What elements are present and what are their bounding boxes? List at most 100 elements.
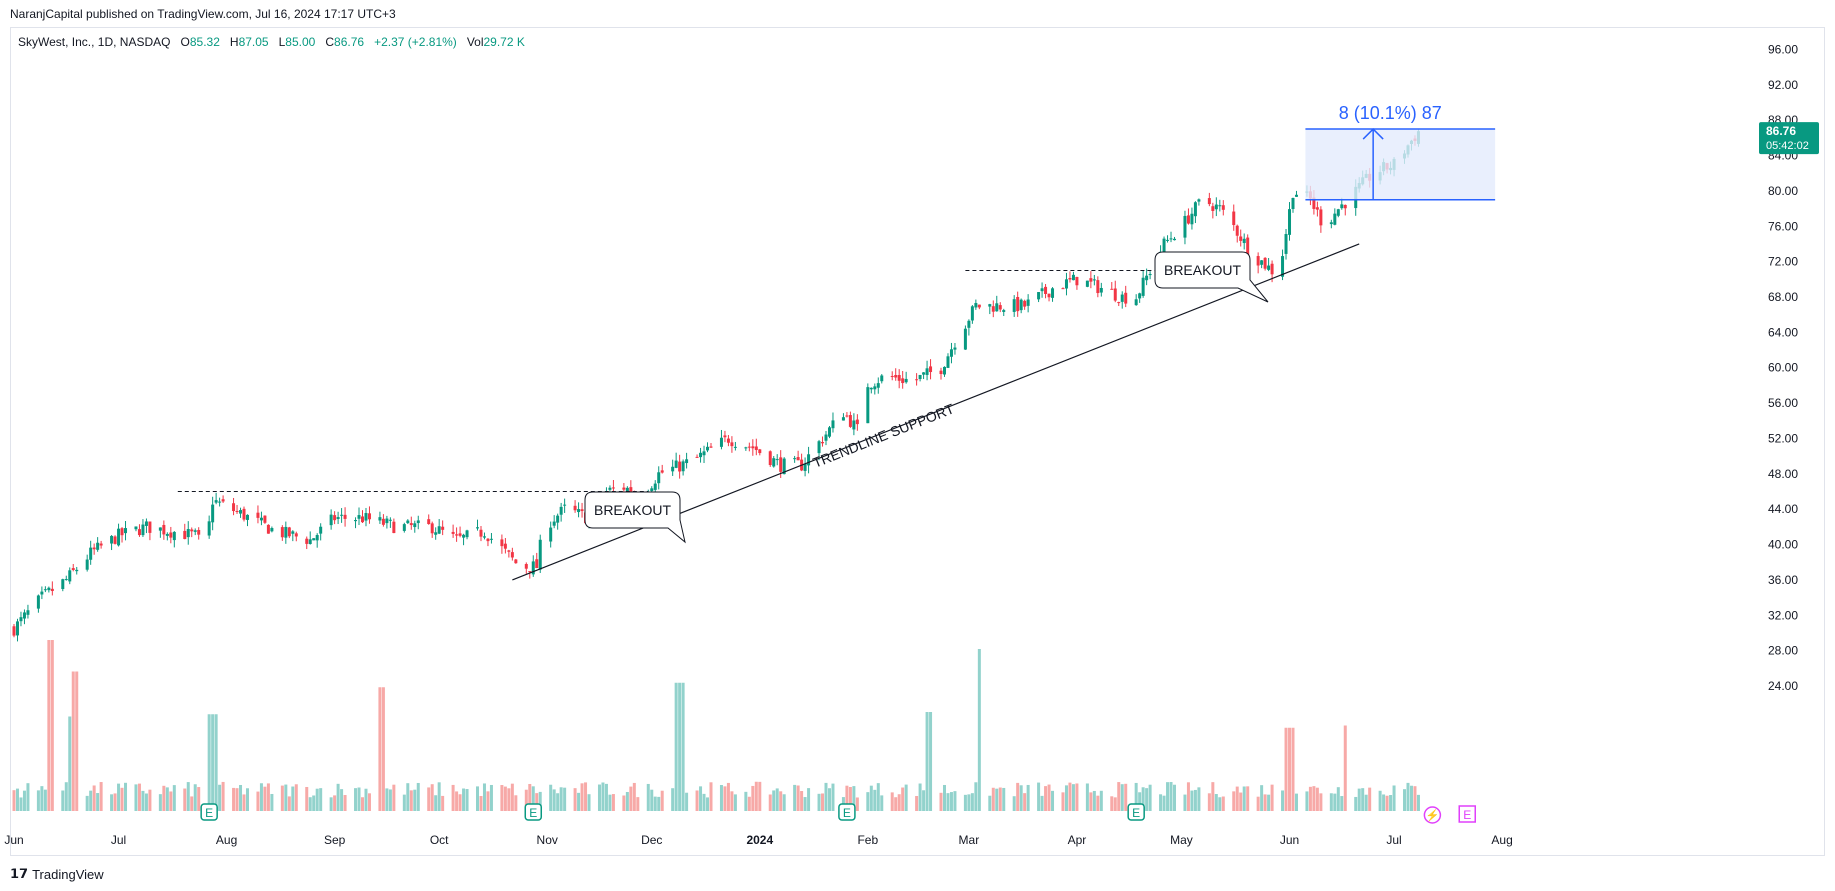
- volume-bar: [632, 782, 636, 811]
- volume-bar: [500, 785, 504, 811]
- volume-bar: [503, 786, 507, 811]
- volume-bar: [751, 785, 755, 811]
- volume-bar: [685, 792, 689, 811]
- volume-bar: [1288, 727, 1292, 811]
- tradingview-logo-icon[interactable]: 𝟭𝟳: [10, 866, 29, 881]
- candle-body: [625, 487, 629, 492]
- candle-body: [528, 571, 532, 573]
- volume-bar: [486, 791, 490, 811]
- candle-body: [36, 595, 40, 609]
- x-tick-label: Aug: [216, 833, 237, 847]
- chart-frame[interactable]: [10, 27, 1825, 856]
- candle-body: [294, 533, 298, 537]
- candle-body: [995, 303, 999, 312]
- candle-body: [775, 459, 779, 461]
- volume-bar: [1312, 786, 1316, 811]
- candle-body: [75, 569, 79, 572]
- candle-body: [1040, 288, 1044, 292]
- candle-body: [1120, 294, 1124, 302]
- candle-body: [772, 458, 776, 467]
- y-tick-label: 44.00: [1768, 502, 1798, 516]
- x-tick-label: Nov: [537, 833, 558, 847]
- volume-bar: [977, 649, 981, 811]
- candle-body: [1023, 300, 1027, 307]
- candle-body: [207, 521, 211, 536]
- volume-bar: [378, 687, 382, 811]
- volume-bar: [1051, 790, 1055, 811]
- candle-body: [40, 591, 44, 595]
- candle-body: [437, 526, 441, 534]
- candle-body: [1019, 299, 1023, 311]
- candle-body: [92, 547, 96, 550]
- volume-bar: [880, 795, 884, 811]
- candle-body: [733, 446, 737, 448]
- candle-body: [552, 521, 556, 526]
- volume-bar: [796, 785, 800, 811]
- earnings-marker-label: E: [1132, 806, 1140, 820]
- volume-bar: [68, 716, 72, 811]
- candle-body: [974, 303, 978, 308]
- candle-body: [556, 515, 560, 523]
- volume-bar: [807, 788, 811, 811]
- volume-bar: [1329, 793, 1333, 811]
- candle-body: [148, 521, 152, 533]
- volume-bar: [709, 782, 713, 811]
- volume-bar: [852, 786, 856, 811]
- volume-bar: [221, 781, 225, 811]
- candle-body: [678, 461, 682, 472]
- candle-body: [113, 536, 117, 544]
- candle-body: [1138, 293, 1142, 299]
- volume-bar: [549, 784, 553, 811]
- volume-bar: [827, 788, 831, 811]
- x-tick-label: Jul: [111, 833, 126, 847]
- volume-bar: [1242, 786, 1246, 811]
- volume-bar: [1047, 784, 1051, 811]
- candle-body: [144, 521, 148, 526]
- volume-bar: [894, 797, 898, 811]
- volume-bar: [455, 791, 459, 811]
- volume-bar: [824, 782, 828, 811]
- last-price-tag: [1759, 122, 1819, 155]
- volume-bar: [245, 788, 249, 811]
- candle-body: [580, 509, 584, 512]
- candle-body: [263, 515, 267, 523]
- volume-bar: [479, 796, 483, 811]
- candle-body: [751, 446, 755, 449]
- candle-body: [1134, 299, 1138, 306]
- volume-bar: [1357, 788, 1361, 811]
- volume-bar: [169, 791, 173, 811]
- volume-bar: [782, 794, 786, 811]
- volume-bar: [650, 789, 654, 811]
- candle-body: [848, 415, 852, 427]
- candle-body: [1288, 209, 1292, 235]
- candle-body: [190, 529, 194, 532]
- volume-bar: [772, 790, 776, 811]
- candle-body: [608, 487, 612, 490]
- candle-body: [1124, 292, 1128, 304]
- volume-value: 29.72 K: [483, 35, 525, 49]
- y-tick-label: 52.00: [1768, 431, 1798, 445]
- volume-bar: [904, 784, 908, 811]
- x-tick-label: Jul: [1386, 833, 1401, 847]
- trendline-label: TRENDLINE SUPPORT: [810, 400, 956, 471]
- volume-bar: [75, 671, 79, 811]
- candle-body: [695, 456, 699, 458]
- candle-body: [1218, 205, 1222, 207]
- candle-body: [218, 501, 222, 503]
- publish-info: NaranjCapital published on TradingView.c…: [10, 7, 396, 21]
- volume-bar: [1173, 784, 1177, 811]
- volume-bar: [287, 796, 291, 811]
- volume-bar: [441, 795, 445, 811]
- candle-body: [953, 347, 957, 350]
- volume-bar: [657, 796, 661, 811]
- candle-body: [1193, 202, 1197, 217]
- candle-body: [918, 374, 922, 380]
- candle-body: [197, 529, 201, 535]
- symbol-title[interactable]: SkyWest, Inc., 1D, NASDAQ: [18, 35, 171, 49]
- footer-brand[interactable]: TradingView: [32, 866, 104, 882]
- candle-body: [1044, 286, 1048, 294]
- volume-bar: [162, 785, 166, 811]
- candle-body: [845, 415, 849, 417]
- earnings-marker-label: E: [529, 806, 537, 820]
